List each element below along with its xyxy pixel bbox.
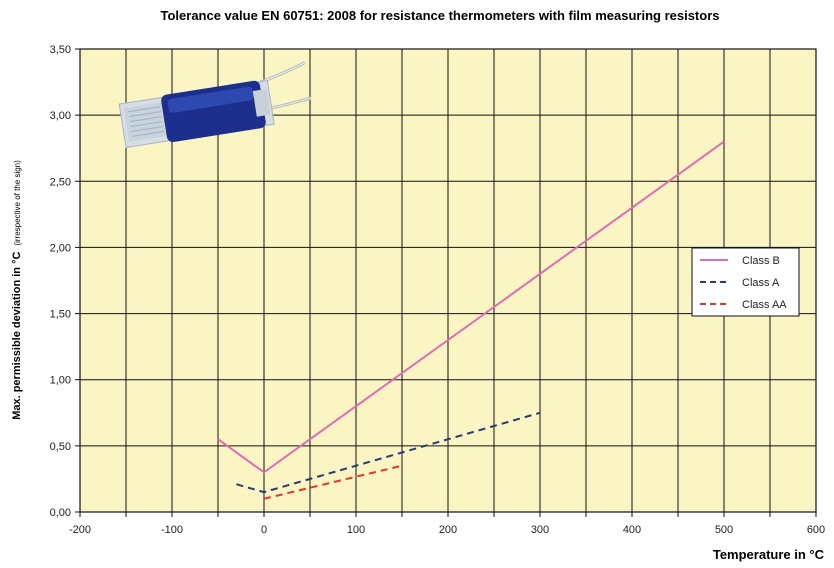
- legend-entry: Class B: [742, 255, 780, 267]
- series-line-class-b: [217, 140, 725, 474]
- x-tick-label: -200: [69, 524, 91, 536]
- x-axis-ticks: -200 -100 0 100 200 300 400 500 600: [69, 512, 825, 536]
- y-axis-label-note: (irrespective of the sign): [13, 160, 22, 246]
- film-resistor-photo: [118, 61, 311, 149]
- x-tick-label: 500: [715, 524, 733, 536]
- y-tick-label: 2,50: [50, 176, 71, 188]
- y-tick-label: 1,50: [50, 309, 71, 321]
- x-tick-label: 300: [531, 524, 549, 536]
- x-tick-label: 600: [807, 524, 825, 536]
- legend-entry: Class AA: [742, 299, 787, 311]
- x-axis-label: Temperature in °C: [713, 547, 825, 562]
- y-axis-label: Max. permissible deviation in °C (irrespe…: [11, 160, 23, 420]
- y-tick-label: 1,00: [50, 375, 71, 387]
- x-tick-label: 200: [439, 524, 457, 536]
- legend: Class B Class A Class AA: [691, 247, 800, 317]
- series-line-class-a: [236, 411, 541, 494]
- y-axis-label-main: Max. permissible deviation in °C: [11, 252, 23, 420]
- y-tick-label: 3,50: [50, 44, 71, 56]
- y-tick-label: 0,00: [50, 507, 71, 519]
- y-tick-label: 2,00: [50, 242, 71, 254]
- series-layer: [217, 140, 725, 500]
- chart-title: Tolerance value EN 60751: 2008 for resis…: [161, 8, 720, 23]
- x-tick-label: 0: [261, 524, 267, 536]
- y-tick-label: 0,50: [50, 441, 71, 453]
- legend-entry: Class A: [742, 277, 780, 289]
- x-tick-label: 400: [623, 524, 641, 536]
- y-tick-label: 3,00: [50, 110, 71, 122]
- x-tick-label: 100: [347, 524, 365, 536]
- x-tick-label: -100: [161, 524, 183, 536]
- y-axis-ticks: 0,00 0,50 1,00 1,50 2,00 2,50 3,00 3,50: [50, 44, 80, 519]
